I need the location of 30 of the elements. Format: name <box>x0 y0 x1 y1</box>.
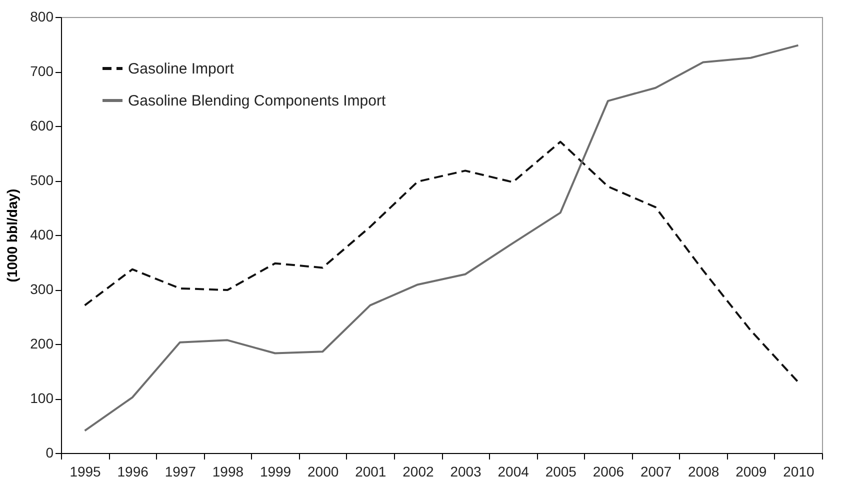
y-tick-label: 300 <box>30 281 54 297</box>
legend-label: Gasoline Import <box>128 60 235 78</box>
line-series <box>84 140 800 384</box>
y-tick-label: 800 <box>30 8 54 24</box>
y-tick-label: 200 <box>30 336 54 352</box>
x-tick-label: 2007 <box>640 464 672 480</box>
x-tick-label: 1997 <box>164 464 196 480</box>
x-tick-label: 1995 <box>70 464 102 480</box>
x-tick-label: 2008 <box>688 464 720 480</box>
legend-label: Gasoline Blending Components Import <box>128 92 386 110</box>
x-tick-label: 2005 <box>545 464 577 480</box>
x-tick-label: 2001 <box>355 464 386 480</box>
y-tick-label: 500 <box>30 172 54 188</box>
y-tick-label: 400 <box>30 226 54 242</box>
x-tick-label: 2000 <box>308 464 339 480</box>
y-tick-label: 100 <box>30 390 54 406</box>
y-tick-label: 700 <box>30 63 54 79</box>
x-tick-label: 2002 <box>402 464 434 480</box>
x-tick-label: 2010 <box>783 464 814 480</box>
x-tick-label: 2006 <box>592 464 624 480</box>
x-tick-label: 2009 <box>736 464 767 480</box>
y-tick-label: 600 <box>30 118 54 134</box>
y-axis-title: (1000 bbl/day) <box>4 188 20 282</box>
y-tick-label: 0 <box>46 444 54 460</box>
line-series <box>84 44 800 432</box>
x-tick-label: 2003 <box>450 464 482 480</box>
x-tick-label: 2004 <box>498 464 530 480</box>
x-tick-label: 1999 <box>260 464 292 480</box>
x-tick-label: 1996 <box>117 464 149 480</box>
x-tick-label: 1998 <box>212 464 244 480</box>
